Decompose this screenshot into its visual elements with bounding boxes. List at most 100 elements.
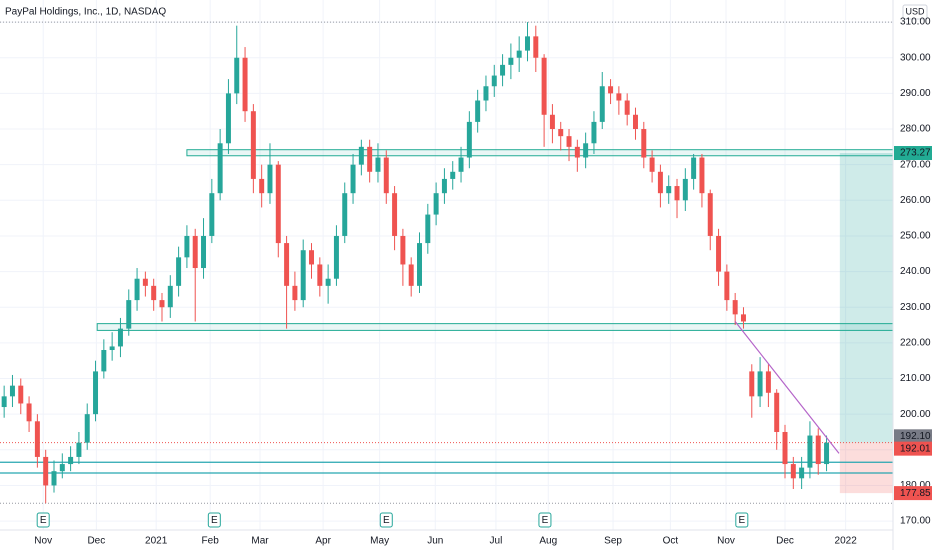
chart-title: PayPal Holdings, Inc., 1D, NASDAQ <box>5 7 166 18</box>
y-tick-label: 180.00 <box>900 480 931 491</box>
candle-body <box>392 193 398 236</box>
candle-body <box>691 157 697 179</box>
price-tag <box>894 486 932 501</box>
candle-body <box>649 157 655 172</box>
price-tag <box>894 441 932 456</box>
x-tick-label: Nov <box>717 536 735 547</box>
candle-body <box>699 157 705 194</box>
y-tick-label: 230.00 <box>900 302 931 313</box>
candle-body <box>225 93 231 144</box>
candle-body <box>259 178 265 194</box>
candle-body <box>483 86 489 101</box>
y-tick-label: 240.00 <box>900 266 931 277</box>
candle-body <box>724 271 730 301</box>
candle-body <box>400 235 406 265</box>
candle-body <box>732 300 738 315</box>
earnings-marker <box>207 512 221 528</box>
candle-body <box>549 114 555 130</box>
candle-body <box>350 164 356 194</box>
x-tick-label: Feb <box>202 536 220 547</box>
candle-body <box>441 178 447 194</box>
candle-body <box>674 186 680 201</box>
price-tag-label: 192.10 <box>900 431 931 442</box>
candle-body <box>824 442 830 465</box>
y-tick-label: 280.00 <box>900 124 931 135</box>
y-tick-label: 220.00 <box>900 338 931 349</box>
price-tag <box>894 429 932 444</box>
candle-body <box>9 385 15 397</box>
candle-body <box>599 86 605 122</box>
candle-body <box>475 100 481 122</box>
candle-body <box>151 285 157 301</box>
candle-body <box>641 129 647 158</box>
y-tick-label: 250.00 <box>900 231 931 242</box>
candle-body <box>275 164 281 244</box>
x-tick-label: Mar <box>251 536 269 547</box>
candle-body <box>516 50 522 58</box>
earnings-marker <box>379 512 393 528</box>
candle-body <box>159 300 165 308</box>
candle-body <box>591 121 597 144</box>
candle-body <box>757 371 763 397</box>
x-tick-label: Jul <box>490 536 503 547</box>
candle-body <box>309 250 315 265</box>
candle-body <box>790 464 796 479</box>
candle-body <box>300 250 306 301</box>
earnings-label: E <box>211 515 218 526</box>
candle-body <box>192 235 198 269</box>
y-tick-label: 290.00 <box>900 88 931 99</box>
candle-body <box>101 350 107 372</box>
price-tag-label: 192.01 <box>900 443 931 454</box>
trend-line <box>734 321 840 454</box>
candle-body <box>76 442 82 457</box>
candle-body <box>508 57 514 65</box>
candle-body <box>740 314 746 322</box>
candle-body <box>59 464 65 472</box>
candle-body <box>608 86 614 94</box>
candle-body <box>317 264 323 286</box>
y-tick-label: 260.00 <box>900 195 931 206</box>
candle-body <box>657 171 663 194</box>
candle-body <box>284 243 290 286</box>
candle-body <box>209 193 215 236</box>
y-tick-label: 200.00 <box>900 409 931 420</box>
currency-box <box>902 4 928 20</box>
candle-body <box>167 285 173 308</box>
currency: USD <box>905 6 925 16</box>
stop-zone <box>839 442 893 494</box>
candle-body <box>525 36 530 51</box>
plot-area <box>0 0 894 530</box>
candle-body <box>616 93 622 101</box>
candle-body <box>242 57 248 112</box>
earnings-marker <box>36 512 50 528</box>
y-tick-label: 300.00 <box>900 52 931 63</box>
earnings-marker <box>735 512 749 528</box>
candle-body <box>716 235 722 272</box>
candle-body <box>117 328 123 347</box>
price-tag-label: 177.85 <box>900 488 931 499</box>
candle-body <box>632 114 638 130</box>
candle-body <box>93 371 99 415</box>
candle-body <box>533 36 539 58</box>
x-tick-label: Sep <box>604 536 622 547</box>
candle-body <box>383 157 389 194</box>
candle-body <box>799 467 805 479</box>
candle-body <box>375 157 381 172</box>
candle-body <box>558 129 564 137</box>
candle-body <box>18 385 24 404</box>
candle-body <box>417 243 422 286</box>
zone <box>186 149 894 157</box>
candle-body <box>491 75 497 87</box>
price-tag <box>894 146 932 161</box>
candle-body <box>176 257 182 286</box>
earnings-label: E <box>40 515 47 526</box>
earnings-label: E <box>542 515 549 526</box>
candle-body <box>815 435 821 465</box>
candle-body <box>68 456 74 465</box>
candle-body <box>142 278 148 286</box>
candle-body <box>51 471 57 486</box>
candle-body <box>425 214 431 244</box>
